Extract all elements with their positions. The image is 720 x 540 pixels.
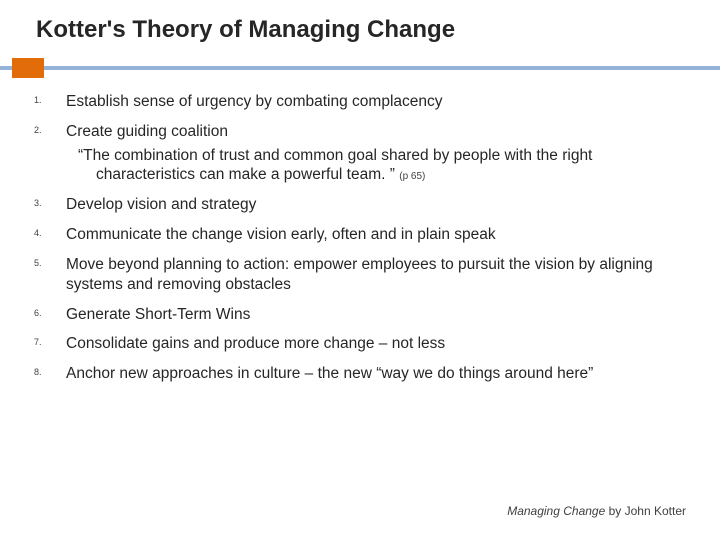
- step-text: Consolidate gains and produce more chang…: [66, 335, 445, 352]
- accent-block: [12, 58, 44, 78]
- list-item: Develop vision and strategy: [56, 195, 686, 215]
- list-item: Create guiding coalition “The combinatio…: [56, 122, 686, 185]
- quote-citation: (p 65): [399, 171, 425, 182]
- content-area: Establish sense of urgency by combating …: [0, 78, 720, 384]
- divider-line: [0, 66, 720, 70]
- step-text: Create guiding coalition: [66, 123, 228, 140]
- step-text: Move beyond planning to action: empower …: [66, 256, 653, 293]
- step-quote: “The combination of trust and common goa…: [78, 146, 686, 186]
- list-item: Generate Short-Term Wins: [56, 305, 686, 325]
- step-text: Generate Short-Term Wins: [66, 306, 250, 323]
- quote-text: “The combination of trust and common goa…: [78, 147, 592, 184]
- slide-title: Kotter's Theory of Managing Change: [36, 16, 720, 44]
- step-text: Communicate the change vision early, oft…: [66, 226, 496, 243]
- footer-author: by John Kotter: [605, 504, 686, 518]
- steps-list: Establish sense of urgency by combating …: [56, 92, 686, 384]
- list-item: Communicate the change vision early, oft…: [56, 225, 686, 245]
- title-divider: [0, 58, 720, 78]
- list-item: Move beyond planning to action: empower …: [56, 255, 686, 295]
- step-text: Anchor new approaches in culture – the n…: [66, 365, 593, 382]
- list-item: Establish sense of urgency by combating …: [56, 92, 686, 112]
- footer-book-title: Managing Change: [507, 504, 605, 518]
- list-item: Consolidate gains and produce more chang…: [56, 334, 686, 354]
- list-item: Anchor new approaches in culture – the n…: [56, 364, 686, 384]
- step-text: Establish sense of urgency by combating …: [66, 93, 443, 110]
- footer-citation: Managing Change by John Kotter: [507, 504, 686, 518]
- step-text: Develop vision and strategy: [66, 196, 256, 213]
